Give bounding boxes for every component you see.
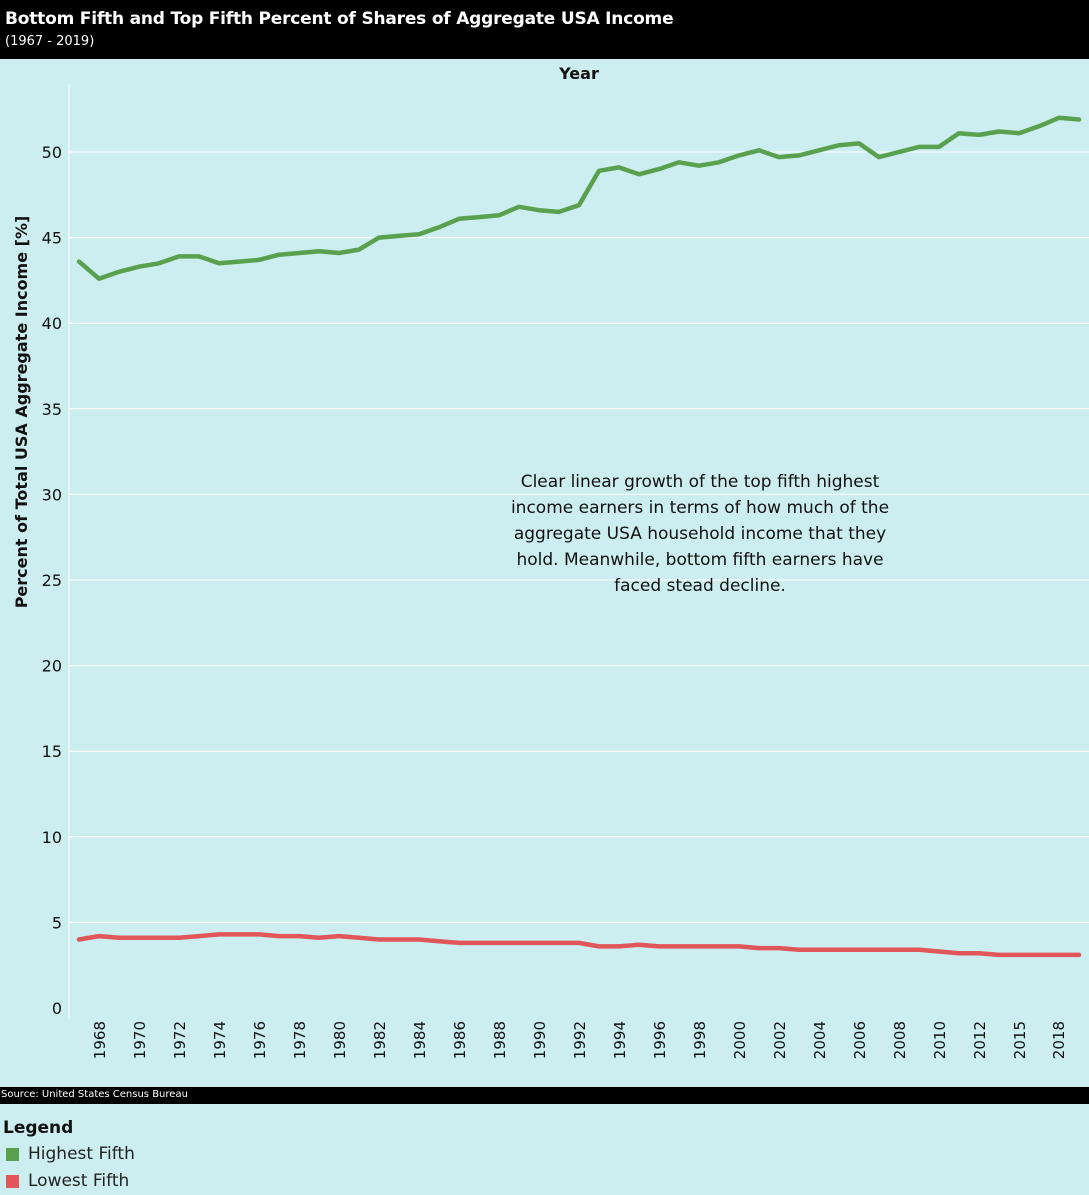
x-tick-label: 1982 <box>371 1021 389 1059</box>
legend-label-lowest-fifth: Lowest Fifth <box>28 1171 130 1191</box>
x-axis-ticks: 1968 1970 1972 1974 1976 1978 1980 1982 1984 1986… <box>91 1021 1068 1059</box>
series-lines <box>76 115 1082 958</box>
x-tick-label: 1978 <box>291 1021 309 1059</box>
chart-title: Bottom Fifth and Top Fifth Percent of Sh… <box>5 9 674 29</box>
x-tick-label: 2002 <box>771 1021 789 1059</box>
x-tick-label: 2015 <box>1011 1021 1029 1059</box>
chart-annotation: Clear linear growth of the top fifth hig… <box>511 472 889 596</box>
y-tick-label: 5 <box>52 913 62 932</box>
series-line-highest-fifth <box>76 115 1082 281</box>
x-tick-label: 1972 <box>171 1021 189 1059</box>
y-axis-ticks: 0 5 10 15 20 25 30 35 40 45 50 <box>42 143 62 1018</box>
y-tick-label: 45 <box>42 229 62 248</box>
x-tick-label: 2008 <box>891 1021 909 1059</box>
title-bar: Bottom Fifth and Top Fifth Percent of Sh… <box>0 0 1089 59</box>
x-tick-label: 1976 <box>251 1021 269 1059</box>
chart-subtitle: (1967 - 2019) <box>5 34 95 49</box>
series-line-lowest-fifth <box>76 932 1082 958</box>
x-axis-label: Year <box>558 64 599 83</box>
legend-label-highest-fifth: Highest Fifth <box>28 1144 135 1164</box>
legend-swatch-lowest-fifth <box>6 1175 19 1188</box>
y-tick-label: 35 <box>42 400 62 419</box>
x-tick-label: 1992 <box>571 1021 589 1059</box>
x-tick-label: 1986 <box>451 1021 469 1059</box>
x-tick-label: 2004 <box>811 1021 829 1059</box>
x-tick-label: 1990 <box>531 1021 549 1059</box>
legend-swatch-highest-fifth <box>6 1148 19 1161</box>
x-tick-label: 1970 <box>131 1021 149 1059</box>
gridlines <box>68 84 1089 1019</box>
x-tick-label: 2012 <box>971 1021 989 1059</box>
line-chart: 0 5 10 15 20 25 30 35 40 45 50 1968 1970 1972 1974 197… <box>12 64 1089 1059</box>
x-tick-label: 1968 <box>91 1021 109 1059</box>
x-tick-label: 1998 <box>691 1021 709 1059</box>
x-tick-label: 2006 <box>851 1021 869 1059</box>
y-tick-label: 10 <box>42 828 62 847</box>
y-tick-label: 50 <box>42 143 62 162</box>
x-tick-label: 1994 <box>611 1021 629 1059</box>
y-tick-label: 40 <box>42 314 62 333</box>
y-axis-label: Percent of Total USA Aggregate Income [%… <box>12 216 31 609</box>
source-bar: Source: United States Census Bureau <box>0 1087 1089 1104</box>
y-tick-label: 0 <box>52 999 62 1018</box>
x-tick-label: 2018 <box>1050 1021 1068 1059</box>
x-tick-label: 2010 <box>931 1021 949 1059</box>
y-tick-label: 30 <box>42 485 62 504</box>
x-tick-label: 1980 <box>331 1021 349 1059</box>
legend-title: Legend <box>3 1118 74 1138</box>
x-tick-label: 2000 <box>731 1021 749 1059</box>
y-tick-label: 15 <box>42 742 62 761</box>
y-tick-label: 20 <box>42 657 62 676</box>
x-tick-label: 1988 <box>491 1021 509 1059</box>
x-tick-label: 1984 <box>411 1021 429 1059</box>
source-text: Source: United States Census Bureau <box>1 1089 188 1100</box>
x-tick-label: 1974 <box>211 1021 229 1059</box>
y-tick-label: 25 <box>42 571 62 590</box>
x-tick-label: 1996 <box>651 1021 669 1059</box>
